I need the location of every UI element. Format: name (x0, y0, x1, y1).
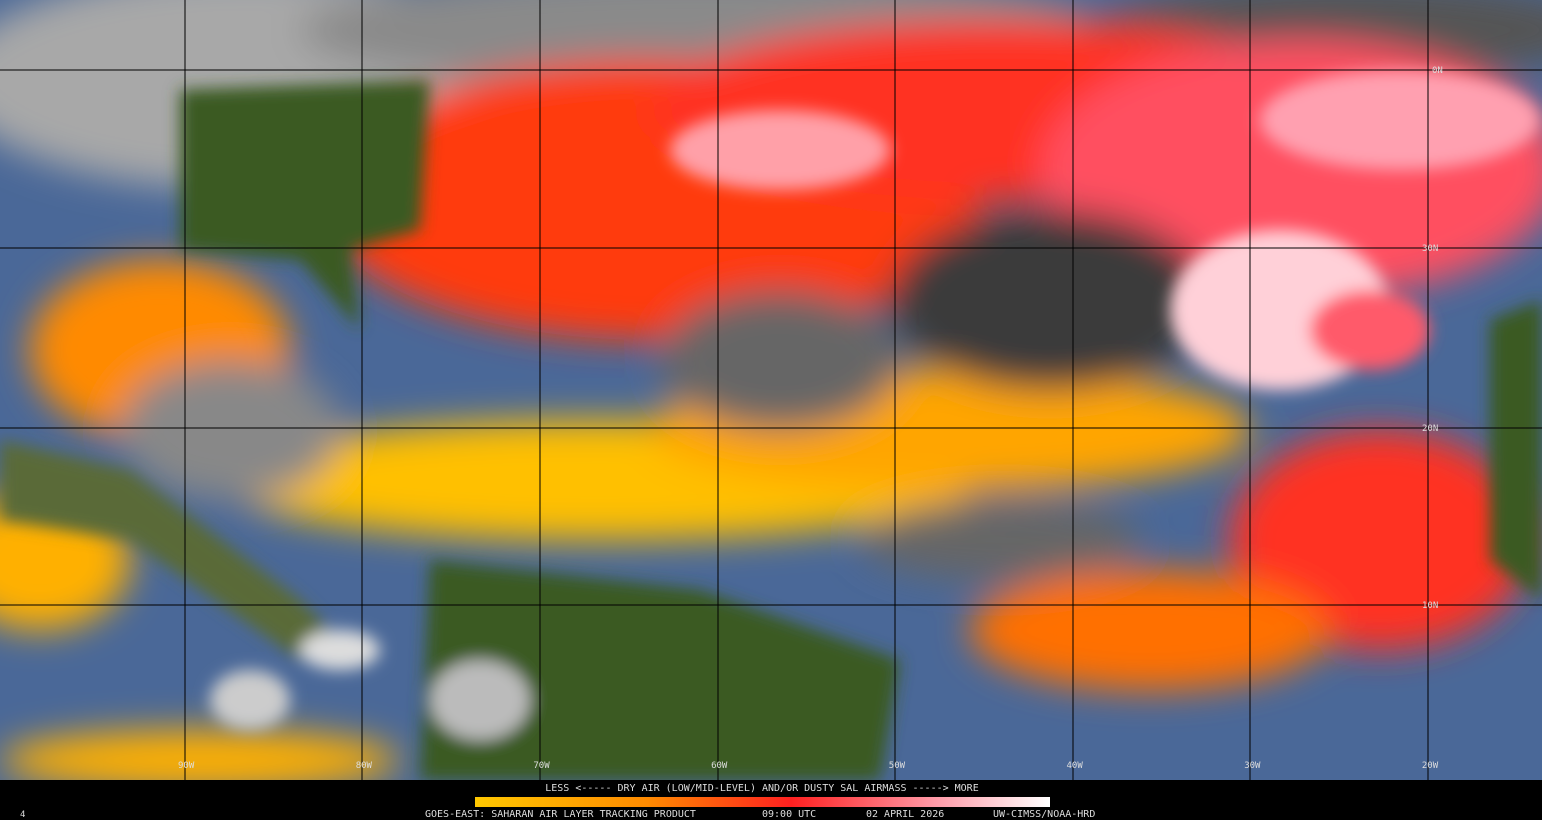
corner-mark: 4 (20, 810, 25, 820)
lon-label: 20W (1422, 761, 1439, 771)
legend-caption: LESS <----- DRY AIR (LOW/MID-LEVEL) AND/… (545, 783, 978, 794)
date: 02 APRIL 2026 (866, 809, 944, 820)
lat-label: 10N (1422, 601, 1438, 611)
lon-labels: 90W 80W 70W 60W 50W 40W 30W 20W (178, 761, 1439, 771)
lon-label: 80W (356, 761, 373, 771)
lat-labels: 0N 30N 20N 10N (1422, 66, 1443, 611)
time: 09:00 UTC (762, 809, 816, 820)
lon-label: 70W (533, 761, 550, 771)
lat-label: 0N (1432, 66, 1443, 76)
imagery (0, 0, 1542, 780)
lon-label: 90W (178, 761, 195, 771)
lon-label: 40W (1067, 761, 1084, 771)
product-name: GOES-EAST: SAHARAN AIR LAYER TRACKING PR… (425, 809, 696, 820)
lat-label: 20N (1422, 424, 1438, 434)
color-scale (475, 797, 1050, 807)
lon-label: 50W (889, 761, 906, 771)
credit: UW-CIMSS/NOAA-HRD (993, 809, 1095, 820)
lon-label: 60W (711, 761, 728, 771)
lat-label: 30N (1422, 244, 1438, 254)
graticule (0, 0, 1542, 780)
lon-label: 30W (1244, 761, 1261, 771)
